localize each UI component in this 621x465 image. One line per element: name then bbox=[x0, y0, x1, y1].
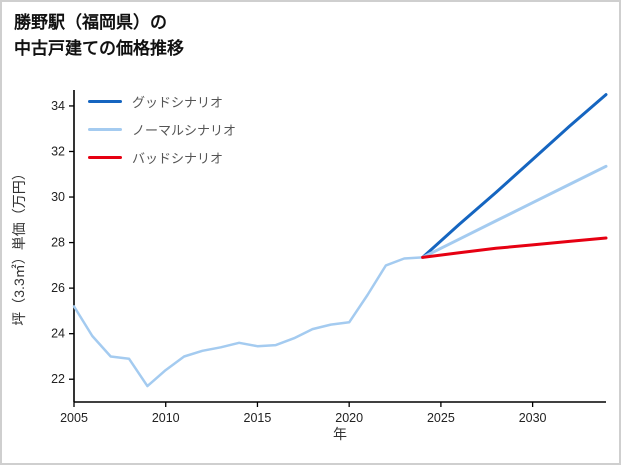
series-バッドシナリオ bbox=[421, 236, 608, 259]
x-tick-label: 2005 bbox=[60, 411, 88, 425]
series-実績（坪単価） bbox=[72, 256, 424, 388]
y-tick-label: 22 bbox=[51, 372, 65, 386]
bad-scenario-line-swatch bbox=[88, 156, 122, 159]
page-title-line2: 中古戸建ての価格推移 bbox=[14, 38, 184, 58]
page-title-line1: 勝野駅（福岡県）の bbox=[14, 13, 167, 32]
x-tick-label: 2020 bbox=[335, 411, 363, 425]
legend-item-normal: ノーマルシナリオ bbox=[88, 120, 236, 139]
y-tick-label: 26 bbox=[51, 281, 65, 295]
y-axis-label: 坪（3.3㎡）単価（万円） bbox=[11, 166, 27, 325]
y-tick-label: 34 bbox=[51, 99, 65, 113]
series-ノーマルシナリオ bbox=[421, 164, 608, 259]
normal-scenario-line-swatch bbox=[88, 128, 122, 131]
x-axis-label: 年 bbox=[333, 426, 347, 442]
y-tick-label: 28 bbox=[51, 236, 65, 250]
chart-legend: グッドシナリオ ノーマルシナリオ バッドシナリオ bbox=[88, 92, 236, 167]
x-tick-label: 2015 bbox=[244, 411, 272, 425]
page-title: 勝野駅（福岡県）の 中古戸建ての価格推移 bbox=[14, 10, 184, 61]
y-tick-label: 30 bbox=[51, 190, 65, 204]
y-tick-label: 24 bbox=[51, 327, 65, 341]
y-tick-label: 32 bbox=[51, 144, 65, 158]
legend-item-bad: バッドシナリオ bbox=[88, 148, 236, 167]
series-グッドシナリオ bbox=[421, 93, 608, 259]
x-tick-label: 2030 bbox=[519, 411, 547, 425]
good-scenario-line-swatch bbox=[88, 100, 122, 103]
normal-scenario-label: ノーマルシナリオ bbox=[132, 123, 237, 138]
bad-scenario-label: バッドシナリオ bbox=[132, 151, 224, 166]
x-tick-label: 2010 bbox=[152, 411, 180, 425]
legend-item-good: グッドシナリオ bbox=[88, 92, 236, 111]
x-tick-label: 2025 bbox=[427, 411, 455, 425]
good-scenario-label: グッドシナリオ bbox=[132, 95, 224, 110]
